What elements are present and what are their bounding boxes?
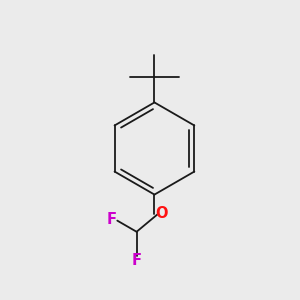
Text: O: O <box>156 206 168 221</box>
Text: F: F <box>132 254 142 268</box>
Text: F: F <box>107 212 117 226</box>
